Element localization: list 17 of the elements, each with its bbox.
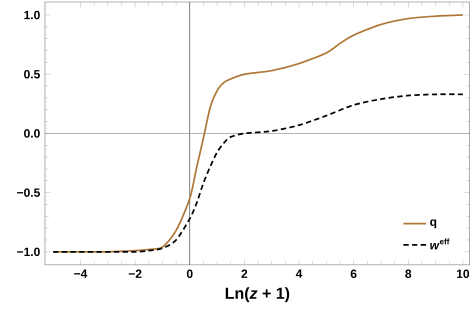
x-tick-label: −4 — [74, 270, 88, 278]
x-tick-label: 4 — [296, 270, 302, 278]
x-tick-label: 8 — [405, 270, 412, 278]
y-tick-label: 0.0 — [24, 129, 40, 138]
x-tick-label: 6 — [350, 270, 357, 278]
y-tick-label: −1.0 — [17, 248, 40, 256]
legend-label: w$^{eff}$ — [430, 238, 450, 250]
y-tick-label: −0.5 — [17, 188, 40, 197]
line-series — [52, 94, 464, 253]
x-tick-label: 2 — [241, 270, 248, 278]
legend-label: q — [430, 219, 436, 228]
x-tick-label: −2 — [128, 270, 142, 278]
x-axis-title: Ln(z + 1) — [226, 287, 290, 302]
y-tick-label: 0.5 — [24, 70, 40, 79]
y-tick-label: 1.0 — [24, 10, 40, 20]
x-tick-label: 0 — [186, 270, 193, 278]
x-tick-label: 10 — [456, 270, 470, 278]
